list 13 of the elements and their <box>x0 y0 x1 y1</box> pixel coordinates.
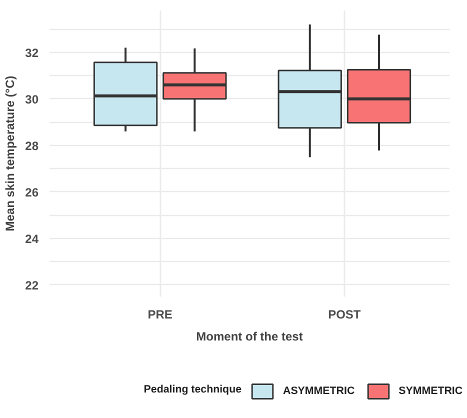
legend-title: Pedaling technique <box>144 384 242 396</box>
y-tick-label: 28 <box>25 138 39 153</box>
x-axis-title: Moment of the test <box>196 330 303 344</box>
y-tick-label: 22 <box>25 278 39 292</box>
x-tick-label: POST <box>328 308 362 322</box>
y-tick-label: 30 <box>25 92 39 106</box>
y-tick-label: 32 <box>25 46 39 60</box>
y-tick-label: 26 <box>25 185 39 200</box>
y-tick-label: 24 <box>25 232 39 246</box>
legend-label: ASYMMETRIC <box>283 385 355 397</box>
x-tick-label: PRE <box>148 308 172 322</box>
legend-label: SYMMETRIC <box>398 385 463 397</box>
y-axis-title: Mean skin temperature (°C) <box>3 76 18 232</box>
